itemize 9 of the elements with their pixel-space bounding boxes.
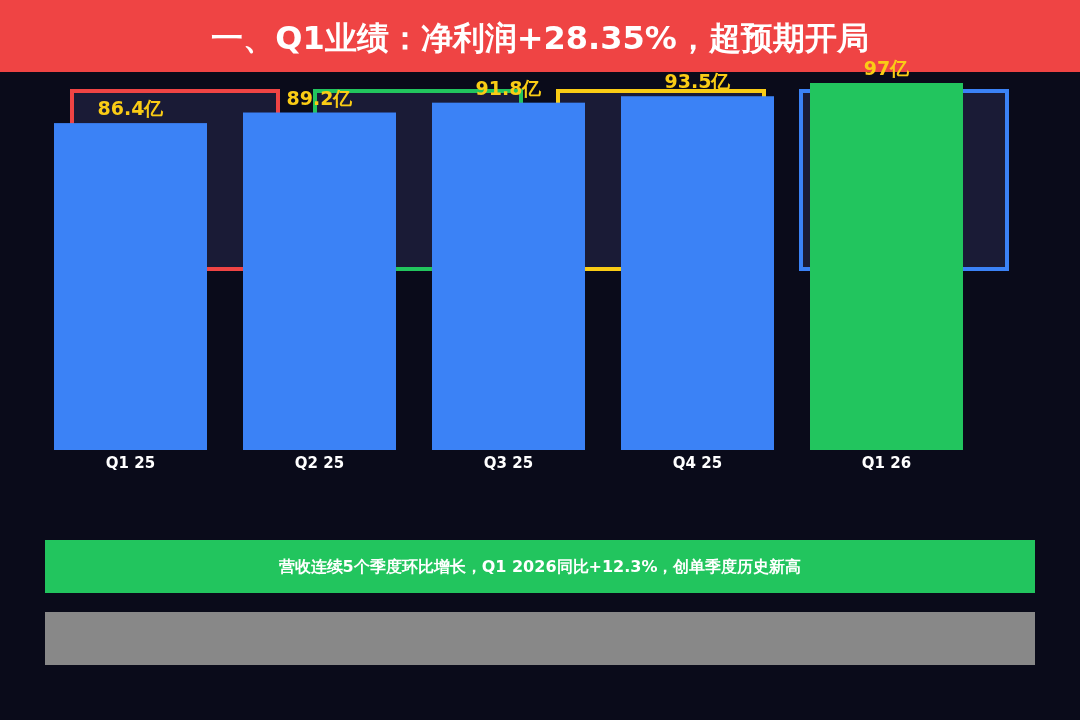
data-label: 93.5亿 [664, 70, 732, 93]
x-tick-label: Q2 25 [294, 454, 345, 472]
x-tick-label: Q1 26 [861, 454, 912, 472]
text: 营收连续5个季度环比增长，Q1 2026同比+12.3%，创单季度历史新高 [277, 557, 802, 576]
data-label: 86.4亿 [97, 97, 165, 120]
x-tick-label: Q1 25 [105, 454, 156, 472]
x-tick-label: Q3 25 [483, 454, 534, 472]
x-tick-label: Q4 25 [672, 454, 723, 472]
chart-title: 一、Q1业绩：净利润+28.35%，超预期开局 [211, 19, 869, 57]
